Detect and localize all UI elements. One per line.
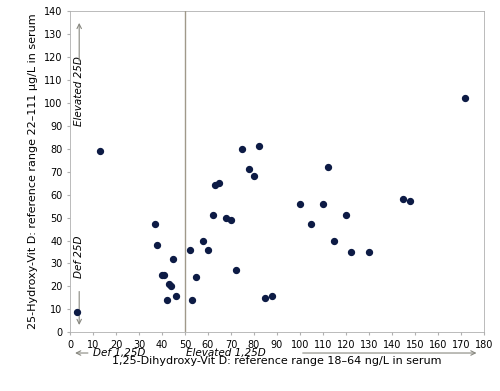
Point [254, 143, 262, 149]
Point [216, 180, 224, 186]
Point [188, 297, 196, 303]
Point [170, 256, 177, 262]
Point [154, 242, 162, 248]
Point [319, 201, 327, 207]
Point [172, 292, 180, 299]
Point [250, 173, 258, 179]
Point [400, 196, 407, 202]
Point [200, 237, 207, 244]
Point [186, 247, 194, 253]
Point [165, 281, 173, 287]
Point [192, 274, 200, 280]
Point [342, 212, 350, 219]
Point [406, 198, 414, 204]
Text: Elevated 25D: Elevated 25D [74, 56, 84, 126]
Point [262, 295, 270, 301]
Point [365, 249, 373, 255]
Point [211, 182, 219, 188]
Point [158, 272, 166, 278]
Point [238, 145, 246, 152]
Point [330, 237, 338, 244]
Point [208, 212, 216, 219]
Point [346, 249, 354, 255]
Point [296, 201, 304, 207]
Point [96, 148, 104, 154]
Y-axis label: 25-Hydroxy-Vit D: reference range 22–111 µg/L in serum: 25-Hydroxy-Vit D: reference range 22–111… [28, 14, 38, 330]
Point [222, 214, 230, 221]
Text: Def 25D: Def 25D [74, 235, 84, 278]
Point [246, 166, 254, 172]
Text: Elevated 1,25D: Elevated 1,25D [186, 348, 266, 358]
Point [232, 267, 239, 273]
Point [151, 221, 159, 228]
Point [462, 95, 469, 101]
Text: Def 1,25D: Def 1,25D [93, 348, 146, 358]
Point [324, 164, 332, 170]
Point [268, 292, 276, 299]
X-axis label: 1,25-Dihydroxy-Vit D: reference range 18–64 ng/L in serum: 1,25-Dihydroxy-Vit D: reference range 18… [112, 355, 442, 366]
Point [308, 221, 316, 228]
Point [73, 308, 81, 315]
Point [227, 217, 235, 223]
Point [204, 247, 212, 253]
Point [167, 283, 175, 290]
Point [162, 297, 170, 303]
Point [160, 272, 168, 278]
